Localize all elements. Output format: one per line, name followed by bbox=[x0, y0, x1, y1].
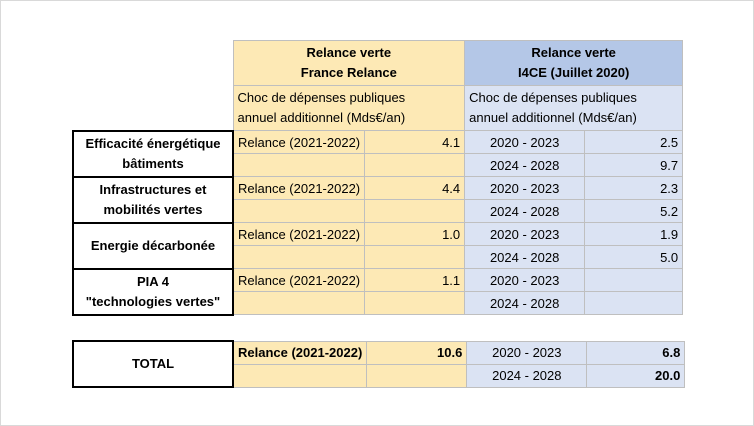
relance-empty bbox=[232, 291, 366, 315]
total-relance-empty bbox=[232, 363, 368, 388]
relance-empty bbox=[364, 291, 466, 315]
relance-value: 4.1 bbox=[364, 130, 466, 154]
relance-value: 1.0 bbox=[364, 222, 466, 246]
category-cell: Infrastructures et mobilités vertes bbox=[72, 175, 234, 224]
relance-empty bbox=[364, 153, 466, 177]
header-france-relance: Relance verte France Relance bbox=[232, 40, 466, 86]
relance-empty bbox=[364, 199, 466, 223]
value-1: 1.9 bbox=[584, 222, 684, 246]
period-1: 2020 - 2023 bbox=[464, 222, 586, 246]
relance-empty bbox=[232, 153, 366, 177]
period-2: 2024 - 2028 bbox=[464, 153, 586, 177]
subheader-france-line2: annuel additionnel (Mds€/an) bbox=[237, 110, 406, 125]
value-2: 5.2 bbox=[584, 199, 684, 223]
header-i4ce-line2: I4CE (Juillet 2020) bbox=[518, 65, 630, 80]
subheader-france: Choc de dépenses publiques annuel additi… bbox=[232, 85, 466, 131]
header-france-line1: Relance verte bbox=[306, 45, 392, 60]
category-line1: Infrastructures et bbox=[99, 181, 207, 197]
category-line1: Efficacité énergétique bbox=[85, 135, 221, 151]
category-cell: Efficacité énergétique bâtiments bbox=[72, 129, 234, 178]
category-line2: "technologies vertes" bbox=[85, 293, 221, 309]
category-line2: mobilités vertes bbox=[103, 201, 203, 217]
blank-corner bbox=[73, 41, 233, 86]
period-1: 2020 - 2023 bbox=[464, 268, 586, 292]
period-2: 2024 - 2028 bbox=[464, 291, 586, 315]
category-line1: Energie décarbonée bbox=[90, 237, 216, 253]
total-relance-value: 10.6 bbox=[366, 340, 468, 365]
total-period-1: 2020 - 2023 bbox=[466, 340, 588, 365]
total-value-2: 20.0 bbox=[586, 363, 686, 388]
total-relance-empty bbox=[366, 363, 468, 388]
period-2: 2024 - 2028 bbox=[464, 245, 586, 269]
total-table: TOTAL Relance (2021-2022) 10.6 2020 - 20… bbox=[72, 340, 686, 388]
category-line2: bâtiments bbox=[122, 155, 184, 171]
header-i4ce: Relance verte I4CE (Juillet 2020) bbox=[464, 40, 684, 86]
category-line1: PIA 4 bbox=[136, 273, 170, 289]
period-1: 2020 - 2023 bbox=[464, 130, 586, 154]
period-1: 2020 - 2023 bbox=[464, 176, 586, 200]
relance-label: Relance (2021-2022) bbox=[232, 130, 366, 154]
category-cell: PIA 4 "technologies vertes" bbox=[72, 267, 234, 316]
subheader-france-line1: Choc de dépenses publiques bbox=[237, 90, 406, 105]
category-cell: Energie décarbonée bbox=[72, 221, 234, 270]
relance-label: Relance (2021-2022) bbox=[232, 222, 366, 246]
value-1: 2.5 bbox=[584, 130, 684, 154]
total-relance-label: Relance (2021-2022) bbox=[232, 340, 368, 365]
relance-value: 4.4 bbox=[364, 176, 466, 200]
relance-empty bbox=[232, 199, 366, 223]
relance-empty bbox=[364, 245, 466, 269]
subheader-i4ce-line2: annuel additionnel (Mds€/an) bbox=[469, 110, 637, 125]
value-1 bbox=[584, 268, 684, 292]
relance-label: Relance (2021-2022) bbox=[232, 268, 366, 292]
blank-corner-2 bbox=[73, 86, 233, 131]
subheader-i4ce-line1: Choc de dépenses publiques bbox=[469, 90, 637, 105]
main-table: Relance verte France Relance Relance ver… bbox=[72, 40, 684, 316]
header-i4ce-line1: Relance verte bbox=[531, 45, 616, 60]
relance-empty bbox=[232, 245, 366, 269]
value-1: 2.3 bbox=[584, 176, 684, 200]
relance-label: Relance (2021-2022) bbox=[232, 176, 366, 200]
header-france-line2: France Relance bbox=[300, 65, 397, 80]
subheader-i4ce: Choc de dépenses publiques annuel additi… bbox=[464, 85, 684, 131]
total-label: TOTAL bbox=[72, 340, 234, 388]
total-period-2: 2024 - 2028 bbox=[466, 363, 588, 388]
value-2: 5.0 bbox=[584, 245, 684, 269]
total-value-1: 6.8 bbox=[586, 340, 686, 365]
period-2: 2024 - 2028 bbox=[464, 199, 586, 223]
value-2: 9.7 bbox=[584, 153, 684, 177]
value-2 bbox=[584, 291, 684, 315]
relance-value: 1.1 bbox=[364, 268, 466, 292]
